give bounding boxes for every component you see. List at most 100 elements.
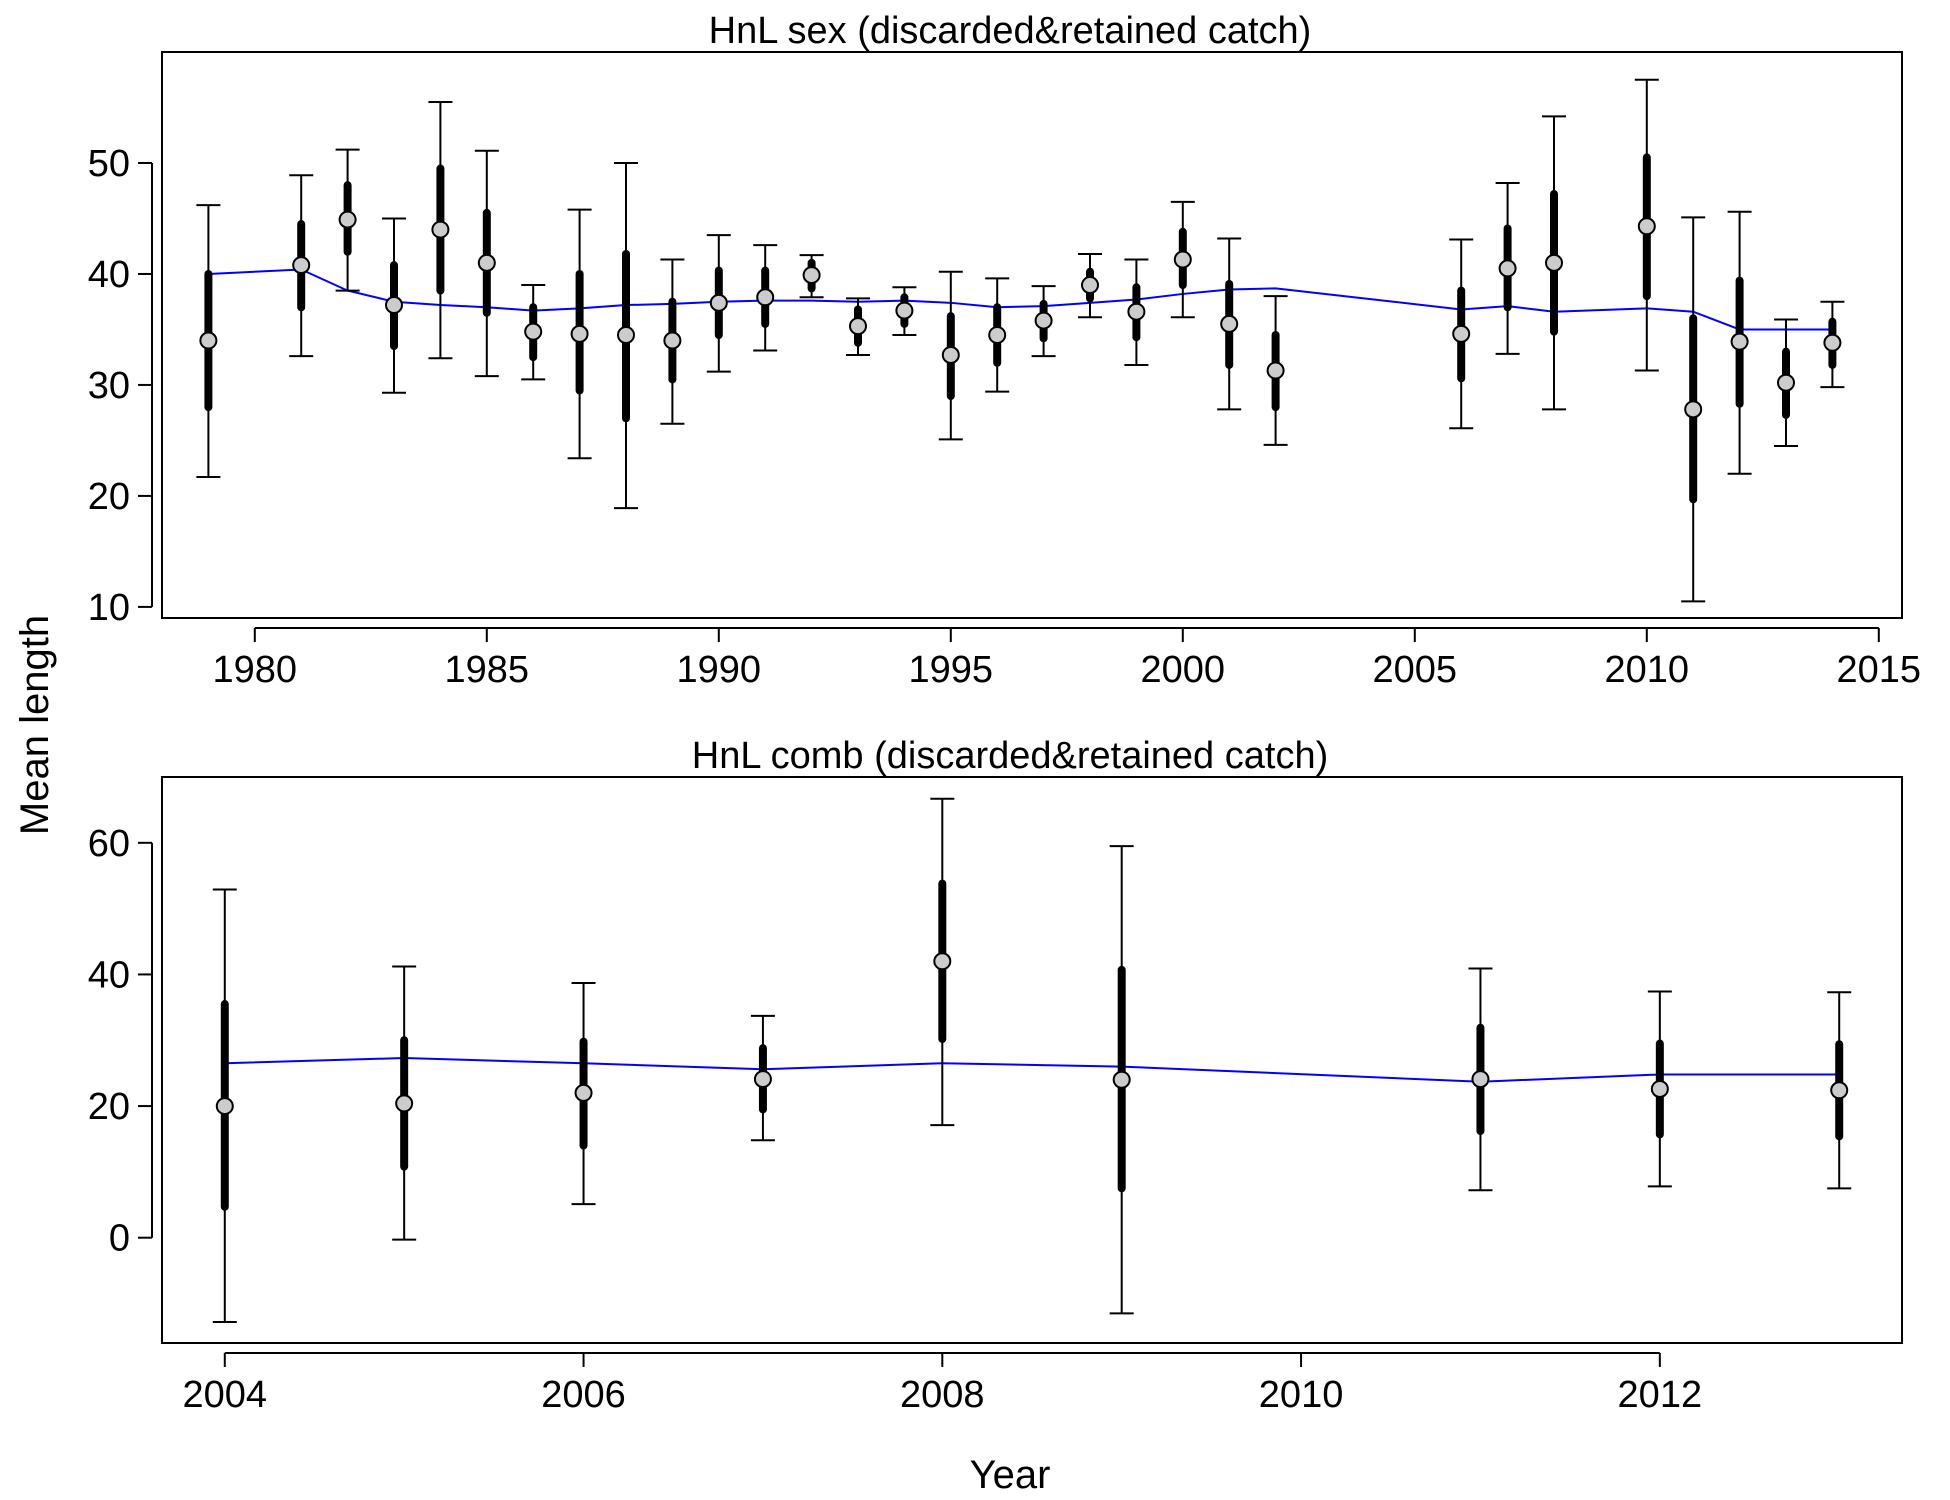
observation-2012 (1727, 210, 1752, 475)
observed-point (524, 322, 543, 341)
observation-2004 (212, 888, 237, 1323)
panel-top-axes: 1980 1985 1990 1995 2000 2005 2010 2015 10 20 30 40… (88, 143, 1921, 691)
x-tick-label: 1985 (445, 649, 530, 691)
observed-point (1081, 276, 1099, 295)
observation-2007 (750, 1014, 775, 1142)
x-tick-label: 2012 (1618, 1374, 1703, 1416)
observation-2006 (1449, 238, 1474, 430)
observed-point (1777, 373, 1795, 392)
panel-bottom-observations (212, 797, 1852, 1323)
x-tick-label: 2010 (1605, 649, 1690, 691)
observed-point (199, 331, 218, 350)
observed-point (1266, 361, 1285, 380)
observation-1982 (335, 148, 360, 292)
observed-point (1452, 324, 1471, 343)
y-tick-label: 10 (88, 587, 130, 629)
x-tick-label: 2015 (1837, 649, 1922, 691)
observed-point (1830, 1081, 1849, 1100)
observed-point (1173, 250, 1192, 269)
observation-2001 (1217, 237, 1242, 411)
observation-1987 (567, 208, 592, 460)
observed-point (941, 345, 960, 364)
observed-point (1650, 1079, 1669, 1098)
observation-2009 (1109, 845, 1134, 1315)
observation-1988 (614, 161, 638, 510)
observed-point (663, 331, 682, 350)
observation-1995 (938, 270, 963, 441)
observed-point (1127, 302, 1146, 321)
observed-point (1498, 259, 1517, 278)
y-tick-label: 50 (88, 143, 130, 185)
observation-1996 (985, 277, 1010, 393)
x-tick-label: 1995 (909, 649, 994, 691)
observed-point (1471, 1070, 1490, 1089)
observed-point (1730, 332, 1749, 351)
observation-1989 (660, 258, 685, 425)
observed-point (477, 253, 496, 272)
observed-point (895, 301, 914, 320)
y-tick-label: 30 (88, 365, 130, 407)
observed-point (849, 317, 867, 336)
panel-bottom: HnL comb (discarded&retained catch) 2004… (88, 735, 1903, 1416)
observation-1990 (706, 234, 731, 373)
x-tick-label: 2004 (183, 1374, 268, 1416)
observation-2000 (1170, 200, 1195, 319)
observation-2006 (571, 981, 596, 1206)
observation-1993 (846, 297, 870, 356)
panel-bottom-title: HnL comb (discarded&retained catch) (692, 735, 1328, 777)
observed-point (395, 1094, 414, 1113)
observation-2011 (1681, 216, 1706, 603)
observation-1997 (1031, 285, 1056, 358)
panel-bottom-axes: 2004 2006 2008 2010 2012 0 20 40 60 (88, 823, 1702, 1416)
observed-point (1220, 314, 1239, 333)
observation-2012 (1647, 990, 1672, 1188)
observed-point (802, 266, 821, 285)
x-tick-label: 2005 (1373, 649, 1458, 691)
observation-2008 (930, 797, 955, 1127)
observation-2007 (1495, 181, 1520, 355)
panel-top-frame (161, 51, 1903, 619)
observation-1983 (382, 217, 406, 394)
observed-point (1637, 217, 1656, 236)
observed-point (215, 1097, 234, 1116)
observation-2010 (1634, 78, 1659, 372)
observed-point (338, 210, 357, 229)
observation-2008 (1542, 115, 1566, 411)
observation-1979 (196, 204, 221, 479)
panel-top-title: HnL sex (discarded&retained catch) (709, 10, 1312, 52)
observation-2013 (1827, 991, 1852, 1190)
x-tick-label: 2010 (1259, 1374, 1344, 1416)
observation-1984 (428, 100, 453, 360)
y-tick-label: 40 (88, 954, 130, 996)
x-tick-label: 2000 (1141, 649, 1226, 691)
panel-top-observations (196, 78, 1845, 603)
x-tick-label: 1980 (213, 649, 298, 691)
panel-top-expected-line (208, 268, 1833, 331)
observation-2013 (1774, 318, 1798, 447)
observation-2005 (392, 965, 417, 1241)
observed-point (574, 1083, 593, 1102)
observation-1992 (799, 254, 824, 299)
observed-point (753, 1070, 772, 1089)
observation-2014 (1820, 300, 1845, 389)
observed-point (1112, 1070, 1131, 1089)
observation-1991 (753, 244, 778, 352)
x-tick-label: 2006 (541, 1374, 626, 1416)
observation-1986 (521, 284, 546, 381)
y-tick-label: 20 (88, 476, 130, 518)
observed-point (570, 324, 589, 343)
y-tick-label: 0 (109, 1218, 130, 1260)
observed-point (709, 293, 728, 312)
observation-2002 (1263, 295, 1288, 446)
x-tick-label: 2008 (900, 1374, 985, 1416)
panel-bottom-expected-line (224, 1057, 1840, 1083)
observed-point (988, 326, 1007, 344)
observation-1985 (474, 149, 499, 378)
observation-1994 (892, 286, 917, 336)
x-tick-label: 1990 (677, 649, 762, 691)
y-axis-title: Mean length (13, 615, 57, 835)
observed-point (385, 296, 403, 315)
observed-point (1545, 253, 1563, 272)
observation-1981 (289, 174, 314, 358)
